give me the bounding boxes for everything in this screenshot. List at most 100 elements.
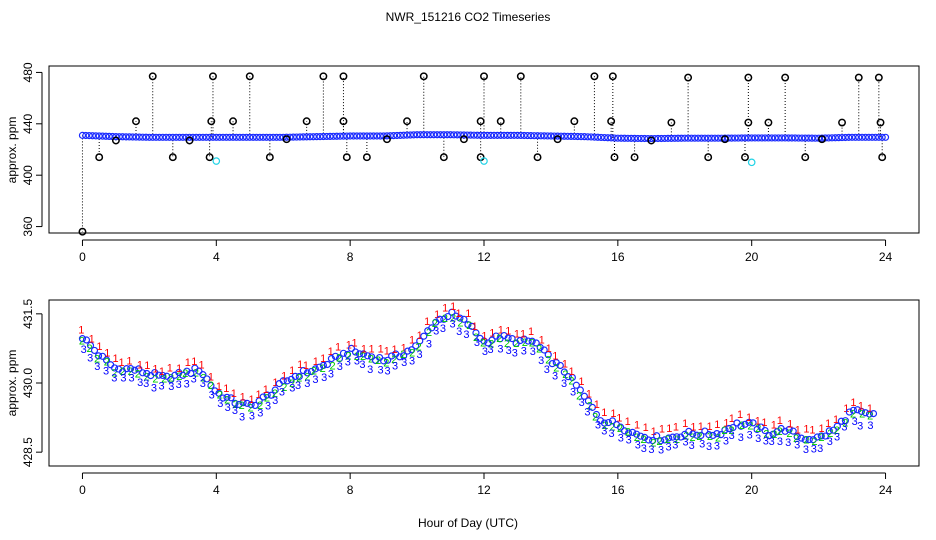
baseline-point	[487, 131, 495, 139]
baseline-point	[276, 133, 284, 141]
series-point	[689, 430, 697, 438]
series-1-marker: 1	[625, 416, 631, 428]
series-point	[813, 433, 821, 441]
series-2-marker: 2	[442, 313, 448, 325]
spike-point	[383, 135, 391, 144]
series-3-marker: 3	[794, 439, 800, 451]
series-2-marker: 2	[665, 434, 671, 446]
series-2-marker: 2	[272, 388, 278, 400]
series-3-marker: 3	[699, 438, 705, 450]
series-1-marker: 1	[191, 356, 197, 368]
series-3-marker: 3	[609, 428, 615, 440]
bottom-x-tick-label: 20	[745, 483, 759, 497]
baseline-point	[574, 132, 582, 141]
series-point	[540, 346, 548, 354]
series-2-marker: 2	[488, 338, 494, 350]
baseline-point	[600, 133, 609, 142]
baseline-point	[222, 133, 230, 141]
series-2-marker: 2	[553, 362, 559, 374]
series-point	[295, 372, 303, 381]
top-x-tick-label: 24	[879, 250, 893, 264]
series-point	[135, 365, 143, 373]
series-2-marker: 2	[224, 394, 230, 406]
series-2-marker: 2	[850, 408, 856, 420]
series-point	[203, 375, 211, 383]
series-3-marker: 3	[129, 372, 135, 384]
baseline-point	[256, 133, 264, 141]
baseline-point	[587, 133, 595, 141]
spike-point	[684, 73, 693, 82]
series-point	[251, 401, 259, 410]
series-1-marker: 1	[729, 413, 735, 425]
baseline-point	[748, 134, 756, 142]
baseline-point	[620, 134, 629, 142]
series-3-marker: 3	[217, 398, 223, 410]
series-2-marker: 2	[819, 432, 825, 444]
series-1-marker: 1	[795, 424, 801, 436]
series-1-marker: 1	[320, 353, 326, 365]
baseline-point	[607, 134, 615, 142]
series-3-marker: 3	[827, 436, 833, 448]
series-point	[657, 437, 665, 445]
series-1-marker: 1	[867, 403, 873, 415]
baseline-point	[868, 133, 876, 141]
baseline-point	[477, 131, 485, 139]
baseline-point	[734, 134, 742, 142]
spike-point	[590, 72, 599, 81]
series-point	[380, 357, 388, 365]
baseline-point	[564, 132, 572, 140]
spike-point	[667, 118, 676, 127]
series-1-marker: 1	[361, 343, 367, 355]
series-3-marker: 3	[497, 344, 503, 356]
series-3-marker: 3	[769, 436, 775, 448]
series-point	[709, 431, 717, 440]
series-point	[560, 368, 568, 376]
series-3-marker: 3	[488, 344, 494, 356]
series-point	[187, 369, 195, 378]
baseline-point	[507, 131, 515, 139]
series-point	[303, 369, 311, 377]
chart-title: NWR_151216 CO2 Timeseries	[386, 10, 551, 24]
baseline-point	[376, 132, 384, 140]
baseline-point	[788, 134, 796, 142]
series-3-marker: 3	[120, 373, 126, 385]
baseline-point	[159, 133, 167, 141]
baseline-point	[239, 133, 247, 141]
series-2-marker: 2	[161, 373, 167, 385]
series-2-marker: 2	[304, 371, 310, 383]
series-2-marker: 2	[545, 355, 551, 367]
baseline-point	[554, 132, 562, 140]
bottom-x-tick-label: 8	[347, 483, 354, 497]
series-1-marker: 1	[833, 414, 839, 426]
series-point	[396, 353, 404, 361]
series-1-marker: 1	[825, 418, 831, 430]
series-point	[532, 339, 540, 347]
series-2-marker: 2	[457, 318, 463, 330]
series-1-marker: 1	[450, 301, 456, 313]
spike-point	[480, 72, 488, 81]
series-1-marker: 1	[803, 424, 809, 436]
series-3-marker: 3	[321, 372, 327, 384]
baseline-point	[413, 131, 421, 139]
baseline-point	[778, 134, 786, 142]
series-2-marker: 2	[104, 357, 110, 369]
series-1-marker: 1	[78, 325, 84, 337]
baseline-point	[654, 134, 662, 143]
series-2-marker: 2	[496, 333, 502, 345]
series-3-marker: 3	[225, 402, 231, 414]
baseline-point	[701, 134, 709, 142]
bottom-y-tick-label: 428.5	[21, 437, 35, 467]
series-point	[713, 429, 721, 438]
series-1-marker: 1	[552, 351, 558, 363]
baseline-point	[671, 134, 679, 142]
baseline-point	[446, 131, 455, 139]
series-2-marker: 2	[592, 411, 598, 423]
series-1-marker: 1	[643, 422, 649, 434]
series-point	[263, 391, 271, 399]
series-2-marker: 2	[135, 368, 141, 380]
spike-point	[205, 153, 214, 162]
series-1-marker: 1	[272, 377, 278, 389]
series-point	[351, 348, 360, 356]
spike-point	[111, 136, 120, 145]
